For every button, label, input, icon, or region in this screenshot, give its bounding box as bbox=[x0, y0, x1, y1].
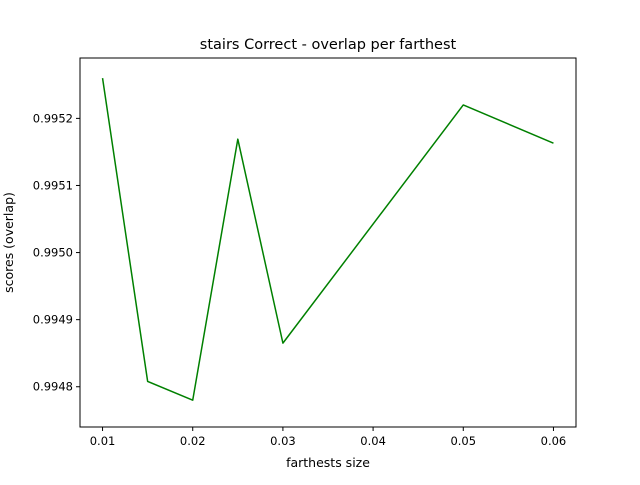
x-tick-label: 0.06 bbox=[541, 434, 567, 448]
y-tick-label: 0.9949 bbox=[33, 313, 73, 327]
y-tick-label: 0.9951 bbox=[33, 178, 73, 192]
x-tick-label: 0.03 bbox=[270, 434, 296, 448]
plot-layer bbox=[101, 78, 554, 401]
chart-title: stairs Correct - overlap per farthest bbox=[200, 37, 457, 53]
axes-frame bbox=[79, 57, 577, 428]
y-tick-label: 0.9948 bbox=[33, 380, 73, 394]
y-axis-label: scores (overlap) bbox=[1, 192, 16, 293]
x-tick-label: 0.01 bbox=[90, 434, 116, 448]
x-tick-label: 0.02 bbox=[180, 434, 206, 448]
series-line bbox=[101, 78, 554, 401]
x-tick-label: 0.04 bbox=[360, 434, 386, 448]
y-axis: 0.9948 0.9949 0.9950 0.9951 0.9952 bbox=[33, 111, 80, 394]
x-tick-label: 0.05 bbox=[450, 434, 476, 448]
x-axis-label: farthests size bbox=[286, 455, 370, 470]
y-tick-label: 0.9952 bbox=[33, 111, 73, 125]
y-tick-label: 0.9950 bbox=[33, 246, 73, 260]
x-axis: 0.01 0.02 0.03 0.04 0.05 0.06 bbox=[90, 427, 567, 448]
